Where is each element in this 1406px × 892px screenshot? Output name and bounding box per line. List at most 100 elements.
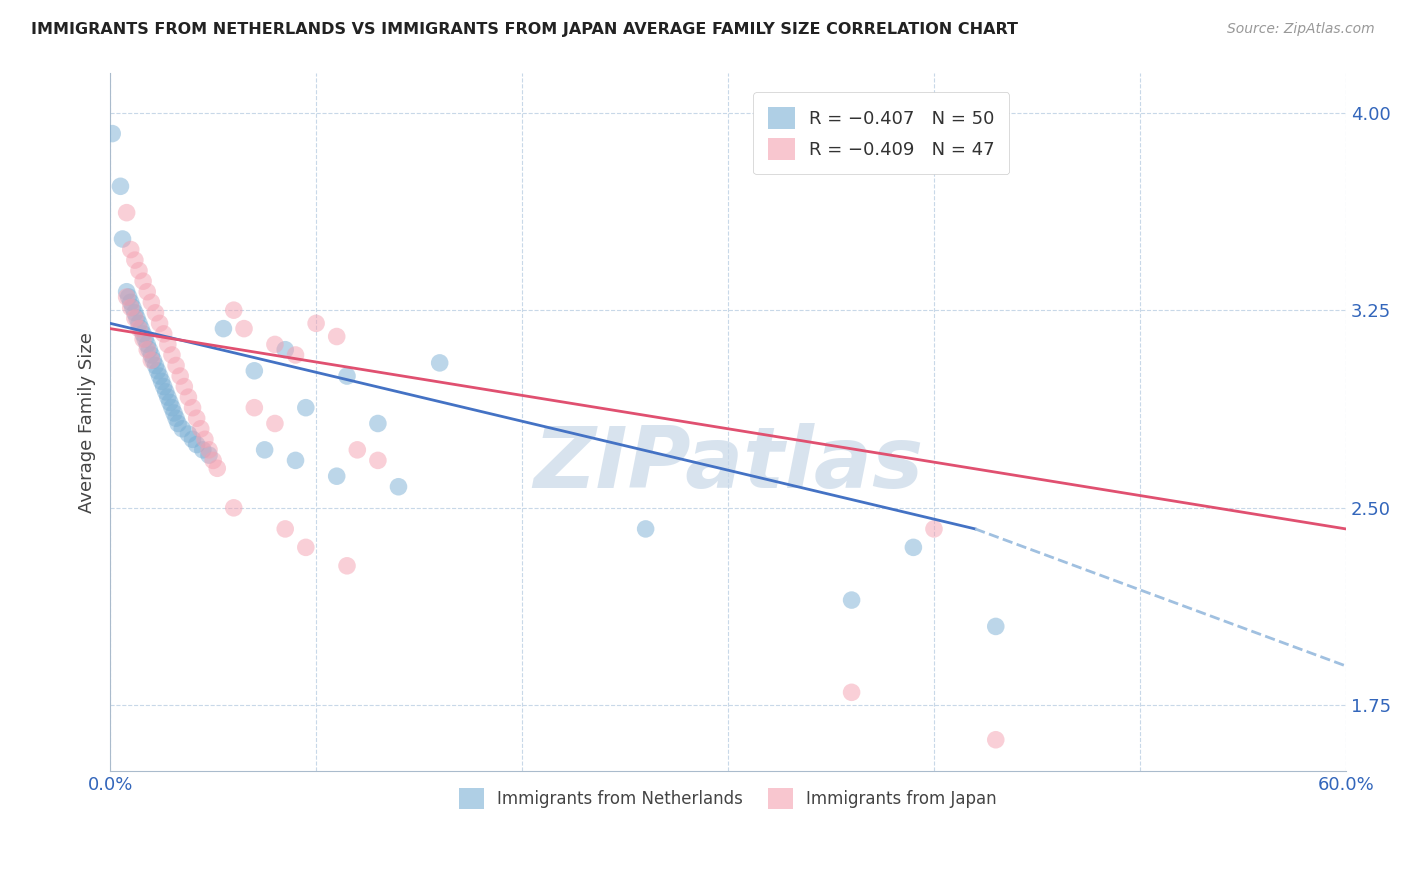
Point xyxy=(142,353,165,368)
Point xyxy=(243,401,266,415)
Point xyxy=(160,348,183,362)
Point xyxy=(177,427,200,442)
Point xyxy=(132,326,155,341)
Legend: Immigrants from Netherlands, Immigrants from Japan: Immigrants from Netherlands, Immigrants … xyxy=(453,781,1004,815)
Point xyxy=(156,337,179,351)
Point xyxy=(305,316,328,330)
Point xyxy=(841,685,863,699)
Point xyxy=(984,732,1007,747)
Point xyxy=(136,343,159,357)
Text: IMMIGRANTS FROM NETHERLANDS VS IMMIGRANTS FROM JAPAN AVERAGE FAMILY SIZE CORRELA: IMMIGRANTS FROM NETHERLANDS VS IMMIGRANT… xyxy=(31,22,1018,37)
Point xyxy=(207,461,229,475)
Point xyxy=(124,253,146,268)
Point xyxy=(903,541,925,555)
Point xyxy=(212,321,235,335)
Point xyxy=(191,442,214,457)
Point xyxy=(253,442,276,457)
Point xyxy=(181,401,204,415)
Point xyxy=(181,433,204,447)
Point xyxy=(141,353,163,368)
Point xyxy=(194,433,217,447)
Point xyxy=(264,417,287,431)
Point xyxy=(121,301,143,315)
Point xyxy=(222,500,245,515)
Point xyxy=(367,453,389,467)
Point xyxy=(387,480,409,494)
Point xyxy=(149,369,172,384)
Point xyxy=(169,369,191,384)
Point xyxy=(186,411,208,425)
Point xyxy=(167,417,190,431)
Point xyxy=(284,453,307,467)
Point xyxy=(146,364,169,378)
Point xyxy=(128,321,150,335)
Point xyxy=(152,379,174,393)
Point xyxy=(160,401,183,415)
Point xyxy=(336,558,359,573)
Point xyxy=(120,301,142,315)
Point xyxy=(118,290,141,304)
Point xyxy=(367,417,389,431)
Point xyxy=(101,127,124,141)
Point xyxy=(115,285,138,299)
Point xyxy=(264,337,287,351)
Point xyxy=(346,442,368,457)
Point xyxy=(922,522,945,536)
Point xyxy=(198,448,221,462)
Point xyxy=(110,179,132,194)
Point xyxy=(115,205,138,219)
Point xyxy=(120,295,142,310)
Point xyxy=(111,232,134,246)
Point xyxy=(325,329,347,343)
Point xyxy=(233,321,256,335)
Point xyxy=(136,285,159,299)
Point xyxy=(129,321,152,335)
Point xyxy=(150,375,173,389)
Point xyxy=(132,332,155,346)
Point xyxy=(145,359,167,373)
Point xyxy=(145,306,167,320)
Text: Source: ZipAtlas.com: Source: ZipAtlas.com xyxy=(1227,22,1375,37)
Point xyxy=(159,395,181,409)
Point xyxy=(128,316,150,330)
Point xyxy=(163,406,186,420)
Point xyxy=(156,390,179,404)
Point xyxy=(124,306,146,320)
Point xyxy=(134,332,156,346)
Point xyxy=(124,311,146,326)
Point xyxy=(125,311,148,326)
Point xyxy=(141,295,163,310)
Point xyxy=(243,364,266,378)
Point xyxy=(173,379,195,393)
Y-axis label: Average Family Size: Average Family Size xyxy=(79,332,96,513)
Point xyxy=(284,348,307,362)
Point xyxy=(172,422,194,436)
Point xyxy=(198,442,221,457)
Point xyxy=(190,422,212,436)
Point xyxy=(165,411,187,425)
Point xyxy=(128,263,150,277)
Point xyxy=(202,453,225,467)
Point xyxy=(295,541,318,555)
Point xyxy=(634,522,657,536)
Point xyxy=(149,316,172,330)
Point xyxy=(115,290,138,304)
Point xyxy=(274,522,297,536)
Point xyxy=(138,343,160,357)
Point xyxy=(132,274,155,288)
Point xyxy=(222,303,245,318)
Point xyxy=(141,348,163,362)
Point xyxy=(120,243,142,257)
Point xyxy=(155,384,177,399)
Point xyxy=(429,356,451,370)
Point xyxy=(136,337,159,351)
Point xyxy=(325,469,347,483)
Point xyxy=(336,369,359,384)
Point xyxy=(295,401,318,415)
Point xyxy=(841,593,863,607)
Point xyxy=(274,343,297,357)
Point xyxy=(152,326,174,341)
Point xyxy=(177,390,200,404)
Point xyxy=(984,619,1007,633)
Text: ZIPatlas: ZIPatlas xyxy=(533,423,924,506)
